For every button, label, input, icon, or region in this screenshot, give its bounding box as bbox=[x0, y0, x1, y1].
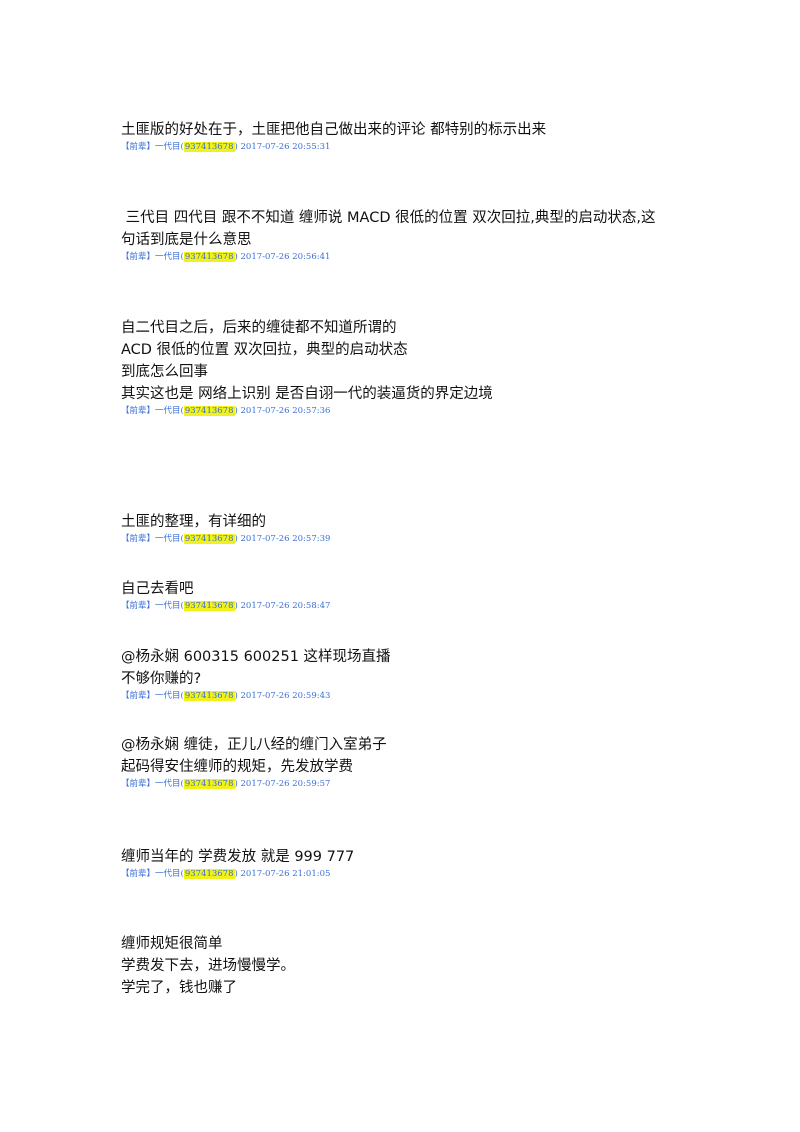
author-label: 【前辈】一代目( bbox=[121, 869, 184, 879]
post-timestamp: ) 2017-07-26 20:57:36 bbox=[234, 406, 331, 416]
post-meta: 【前辈】一代目(937413678) 2017-07-26 20:59:57 bbox=[121, 778, 741, 790]
qq-number-highlight: 937413678 bbox=[183, 142, 235, 152]
author-label: 【前辈】一代目( bbox=[121, 534, 184, 544]
post-text-line: 土匪版的好处在于，土匪把他自己做出来的评论 都特别的标示出来 bbox=[121, 122, 547, 138]
post-text-line: 到底怎么回事 bbox=[121, 364, 208, 380]
post-timestamp: ) 2017-07-26 20:58:47 bbox=[234, 601, 331, 611]
post-5: 自己去看吧 【前辈】一代目(937413678) 2017-07-26 20:5… bbox=[121, 578, 741, 612]
post-timestamp: ) 2017-07-26 20:55:31 bbox=[234, 142, 331, 152]
post-timestamp: ) 2017-07-26 21:01:05 bbox=[234, 869, 331, 879]
post-text-line: 句话到底是什么意思 bbox=[121, 232, 252, 248]
post-4: 土匪的整理，有详细的 【前辈】一代目(937413678) 2017-07-26… bbox=[121, 511, 741, 545]
post-text-line: 不够你赚的? bbox=[121, 671, 202, 687]
post-text-line: 自己去看吧 bbox=[121, 581, 194, 597]
post-text-line: 学费发下去，进场慢慢学。 bbox=[121, 958, 295, 974]
qq-number-highlight: 937413678 bbox=[183, 534, 235, 544]
post-text-line: 土匪的整理，有详细的 bbox=[121, 514, 266, 530]
post-meta: 【前辈】一代目(937413678) 2017-07-26 20:55:31 bbox=[121, 141, 741, 153]
post-text-line: 起码得安住缠师的规矩，先发放学费 bbox=[121, 759, 353, 775]
post-text-line: @杨永娴 缠徒，正儿八经的缠门入室弟子 bbox=[121, 737, 387, 753]
author-label: 【前辈】一代目( bbox=[121, 142, 184, 152]
qq-number-highlight: 937413678 bbox=[183, 601, 235, 611]
post-meta: 【前辈】一代目(937413678) 2017-07-26 20:57:39 bbox=[121, 533, 741, 545]
post-text-line: 三代目 四代目 跟不不知道 缠师说 MACD 很低的位置 双次回拉,典型的启动状… bbox=[121, 210, 656, 226]
post-2: 三代目 四代目 跟不不知道 缠师说 MACD 很低的位置 双次回拉,典型的启动状… bbox=[121, 207, 741, 263]
post-text-line: 缠师规矩很简单 bbox=[121, 936, 223, 952]
post-text-line: 其实这也是 网络上识别 是否自诩一代的装逼货的界定边境 bbox=[121, 386, 493, 402]
post-timestamp: ) 2017-07-26 20:57:39 bbox=[234, 534, 331, 544]
post-3: 自二代目之后，后来的缠徒都不知道所谓的 ACD 很低的位置 双次回拉，典型的启动… bbox=[121, 317, 741, 417]
post-9: 缠师规矩很简单 学费发下去，进场慢慢学。 学完了，钱也赚了 bbox=[121, 933, 741, 999]
author-label: 【前辈】一代目( bbox=[121, 779, 184, 789]
qq-number-highlight: 937413678 bbox=[183, 691, 235, 701]
post-text-line: 缠师当年的 学费发放 就是 999 777 bbox=[121, 849, 355, 865]
post-text-line: @杨永娴 600315 600251 这样现场直播 bbox=[121, 649, 391, 665]
author-label: 【前辈】一代目( bbox=[121, 406, 184, 416]
post-7: @杨永娴 缠徒，正儿八经的缠门入室弟子 起码得安住缠师的规矩，先发放学费 【前辈… bbox=[121, 734, 741, 790]
author-label: 【前辈】一代目( bbox=[121, 252, 184, 262]
post-text-line: ACD 很低的位置 双次回拉，典型的启动状态 bbox=[121, 342, 408, 358]
post-meta: 【前辈】一代目(937413678) 2017-07-26 21:01:05 bbox=[121, 868, 741, 880]
post-meta: 【前辈】一代目(937413678) 2017-07-26 20:59:43 bbox=[121, 690, 741, 702]
author-label: 【前辈】一代目( bbox=[121, 691, 184, 701]
post-6: @杨永娴 600315 600251 这样现场直播 不够你赚的? 【前辈】一代目… bbox=[121, 646, 741, 702]
qq-number-highlight: 937413678 bbox=[183, 779, 235, 789]
post-8: 缠师当年的 学费发放 就是 999 777 【前辈】一代目(937413678)… bbox=[121, 846, 741, 880]
qq-number-highlight: 937413678 bbox=[183, 406, 235, 416]
qq-number-highlight: 937413678 bbox=[183, 869, 235, 879]
qq-number-highlight: 937413678 bbox=[183, 252, 235, 262]
post-text-line: 学完了，钱也赚了 bbox=[121, 980, 237, 996]
author-label: 【前辈】一代目( bbox=[121, 601, 184, 611]
post-meta: 【前辈】一代目(937413678) 2017-07-26 20:56:41 bbox=[121, 251, 741, 263]
post-text-line: 自二代目之后，后来的缠徒都不知道所谓的 bbox=[121, 320, 397, 336]
post-timestamp: ) 2017-07-26 20:56:41 bbox=[234, 252, 331, 262]
post-meta: 【前辈】一代目(937413678) 2017-07-26 20:57:36 bbox=[121, 405, 741, 417]
post-timestamp: ) 2017-07-26 20:59:57 bbox=[234, 779, 331, 789]
post-1: 土匪版的好处在于，土匪把他自己做出来的评论 都特别的标示出来 【前辈】一代目(9… bbox=[121, 119, 741, 153]
post-timestamp: ) 2017-07-26 20:59:43 bbox=[234, 691, 331, 701]
post-meta: 【前辈】一代目(937413678) 2017-07-26 20:58:47 bbox=[121, 600, 741, 612]
